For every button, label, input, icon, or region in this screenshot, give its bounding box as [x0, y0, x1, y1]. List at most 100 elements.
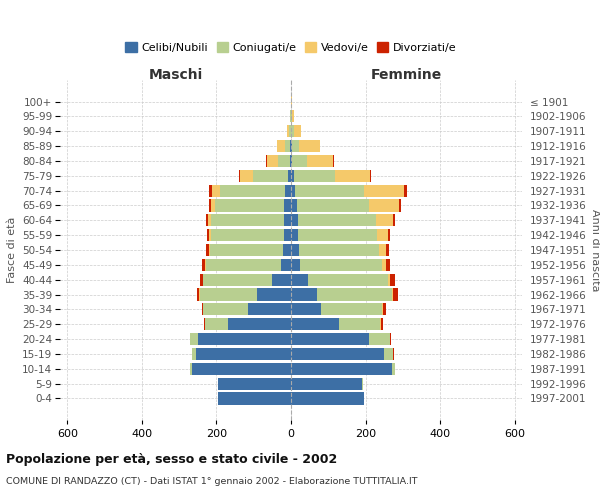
Bar — [206, 259, 281, 271]
Bar — [290, 140, 291, 152]
Text: Maschi: Maschi — [148, 68, 203, 82]
Bar — [386, 244, 389, 256]
Bar — [198, 333, 291, 345]
Bar — [291, 274, 308, 286]
Bar — [290, 155, 291, 167]
Bar — [379, 244, 386, 256]
Bar — [197, 288, 199, 300]
Bar — [384, 348, 394, 360]
Bar — [286, 184, 291, 196]
Bar — [272, 274, 291, 286]
Bar — [298, 214, 376, 226]
Bar — [257, 288, 291, 300]
Bar — [209, 200, 211, 211]
Bar — [203, 274, 272, 286]
Bar — [215, 200, 284, 211]
Bar — [291, 378, 362, 390]
Bar — [218, 392, 291, 404]
Bar — [377, 229, 388, 241]
Bar — [291, 110, 292, 122]
Bar — [291, 392, 364, 404]
Bar — [202, 259, 205, 271]
Bar — [291, 200, 296, 211]
Bar — [205, 259, 206, 271]
Bar — [376, 214, 393, 226]
Bar — [289, 125, 291, 138]
Bar — [308, 274, 388, 286]
Bar — [287, 125, 289, 138]
Bar — [386, 259, 390, 271]
Bar — [208, 214, 211, 226]
Bar — [218, 378, 291, 390]
Bar — [364, 184, 404, 196]
Bar — [291, 259, 301, 271]
Bar — [210, 244, 283, 256]
Y-axis label: Fasce di età: Fasce di età — [7, 217, 17, 283]
Bar — [295, 184, 364, 196]
Bar — [290, 110, 291, 122]
Bar — [299, 244, 379, 256]
Bar — [291, 318, 340, 330]
Bar — [291, 229, 298, 241]
Bar — [404, 184, 407, 196]
Bar — [267, 155, 278, 167]
Bar — [291, 304, 321, 316]
Bar — [292, 155, 307, 167]
Bar — [292, 110, 293, 122]
Bar — [192, 362, 291, 375]
Bar — [266, 155, 267, 167]
Bar — [301, 259, 382, 271]
Bar — [192, 348, 196, 360]
Text: Femmine: Femmine — [371, 68, 442, 82]
Bar — [369, 333, 390, 345]
Bar — [200, 274, 203, 286]
Bar — [220, 184, 286, 196]
Bar — [200, 288, 257, 300]
Bar — [227, 318, 291, 330]
Text: Popolazione per età, sesso e stato civile - 2002: Popolazione per età, sesso e stato civil… — [6, 452, 337, 466]
Bar — [393, 288, 398, 300]
Bar — [291, 96, 292, 108]
Bar — [369, 200, 399, 211]
Bar — [212, 184, 220, 196]
Bar — [211, 229, 284, 241]
Bar — [206, 244, 209, 256]
Bar — [209, 244, 210, 256]
Bar — [294, 125, 301, 138]
Bar — [206, 214, 208, 226]
Bar — [291, 184, 295, 196]
Bar — [382, 259, 386, 271]
Bar — [299, 140, 320, 152]
Bar — [283, 244, 291, 256]
Bar — [284, 229, 291, 241]
Bar — [284, 200, 291, 211]
Bar — [321, 304, 382, 316]
Bar — [381, 318, 383, 330]
Bar — [205, 318, 227, 330]
Bar — [291, 170, 294, 182]
Bar — [388, 229, 391, 241]
Bar — [362, 378, 363, 390]
Bar — [380, 318, 381, 330]
Bar — [370, 170, 371, 182]
Bar — [204, 318, 205, 330]
Bar — [335, 170, 370, 182]
Bar — [296, 200, 369, 211]
Text: COMUNE DI RANDAZZO (CT) - Dati ISTAT 1° gennaio 2002 - Elaborazione TUTTITALIA.I: COMUNE DI RANDAZZO (CT) - Dati ISTAT 1° … — [6, 478, 418, 486]
Bar — [209, 229, 211, 241]
Bar — [390, 274, 395, 286]
Bar — [291, 288, 317, 300]
Bar — [253, 170, 288, 182]
Bar — [248, 304, 291, 316]
Bar — [291, 244, 299, 256]
Bar — [291, 140, 292, 152]
Bar — [190, 333, 198, 345]
Bar — [388, 274, 390, 286]
Y-axis label: Anni di nascita: Anni di nascita — [590, 209, 600, 291]
Bar — [288, 170, 291, 182]
Bar — [284, 214, 291, 226]
Bar — [199, 288, 200, 300]
Bar — [291, 333, 369, 345]
Bar — [281, 259, 291, 271]
Bar — [383, 304, 386, 316]
